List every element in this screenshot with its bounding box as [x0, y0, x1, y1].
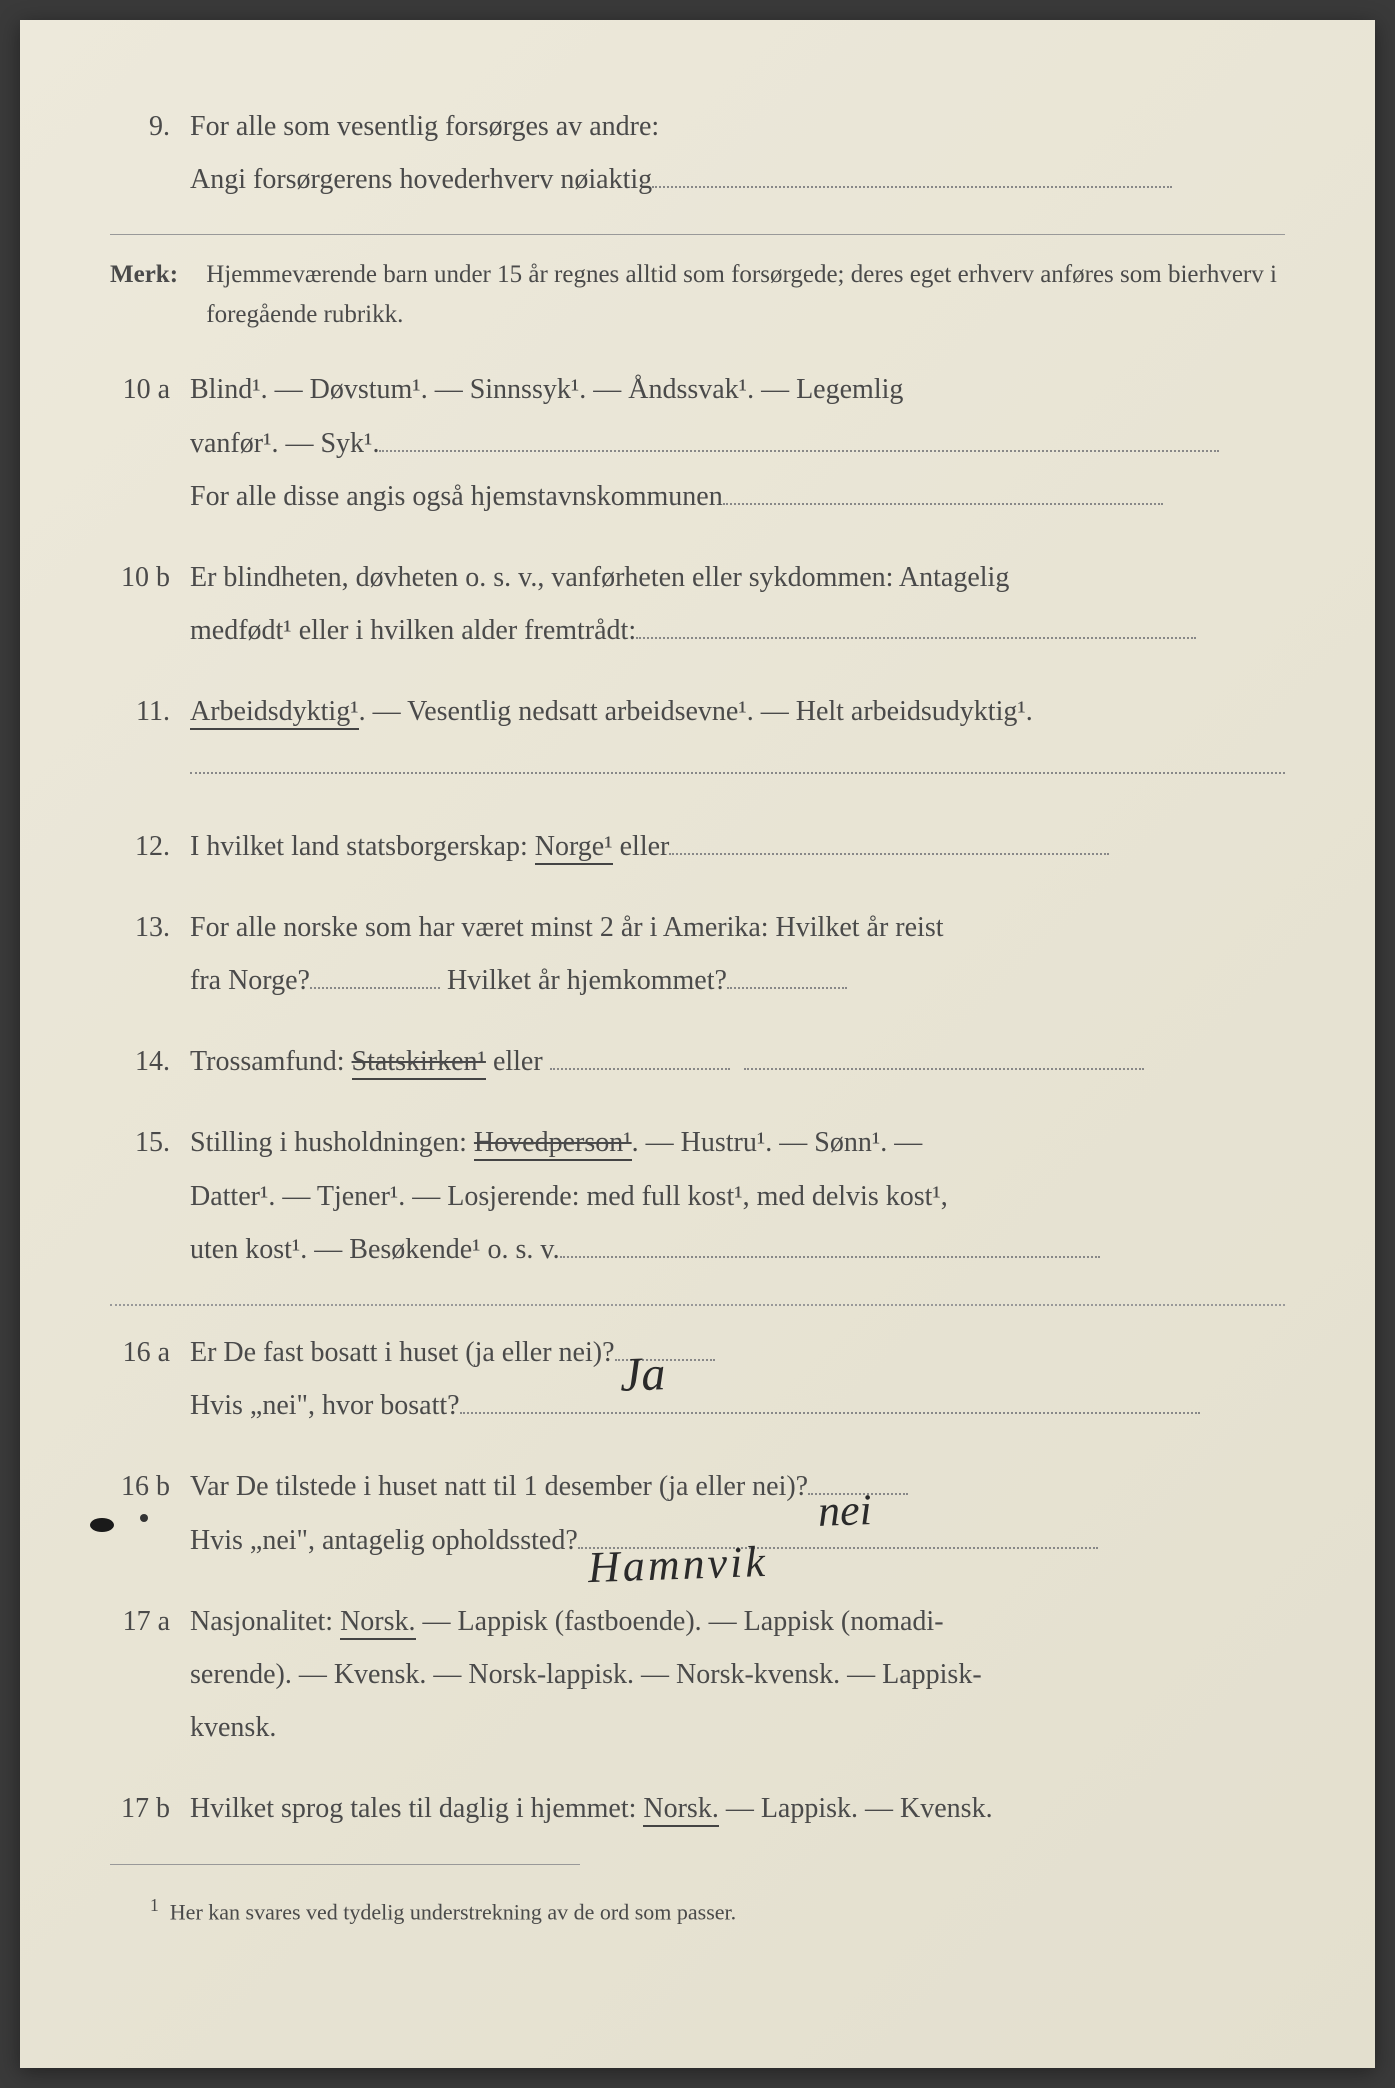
q12-prefix: I hvilket land statsborgerskap:: [190, 831, 535, 862]
ink-blot-icon: [90, 1518, 114, 1532]
q16a-q2: Hvis „nei", hvor bosatt?: [190, 1390, 460, 1421]
q11-rest: . — Vesentlig nedsatt arbeidsevne¹. — He…: [359, 696, 1033, 727]
q13-number: 13.: [110, 901, 170, 954]
q9-line2: Angi forsørgerens hovederhverv nøiaktig: [190, 164, 652, 195]
q17a-selected: Norsk.: [340, 1606, 415, 1640]
q16a-answer1: Ja: [618, 1328, 666, 1421]
q17b-prefix: Hvilket sprog tales til daglig i hjemmet…: [190, 1793, 643, 1824]
q17a-number: 17 a: [110, 1595, 170, 1648]
q16b-answer1: nei: [817, 1468, 874, 1553]
q10a-line1: Blind¹. — Døvstum¹. — Sinnssyk¹. — Åndss…: [190, 374, 903, 405]
census-form-page: 9. For alle som vesentlig forsørges av a…: [20, 20, 1375, 2068]
q16a-q1: Er De fast bosatt i huset (ja eller nei)…: [190, 1337, 615, 1368]
question-14: 14. Trossamfund: Statskirken¹ eller: [110, 1035, 1285, 1088]
q16b-q1: Var De tilstede i huset natt til 1 desem…: [190, 1471, 808, 1502]
q15-blank[interactable]: [560, 1256, 1100, 1258]
footnote-marker: 1: [150, 1895, 159, 1915]
question-16a: 16 a Er De fast bosatt i huset (ja eller…: [110, 1326, 1285, 1432]
question-16b: 16 b Var De tilstede i huset natt til 1 …: [110, 1460, 1285, 1566]
merk-note: Merk: Hjemmeværende barn under 15 år reg…: [110, 255, 1285, 335]
q17b-number: 17 b: [110, 1782, 170, 1835]
q14-number: 14.: [110, 1035, 170, 1088]
q13-line2b: Hvilket år hjemkommet?: [440, 965, 727, 996]
q12-number: 12.: [110, 820, 170, 873]
question-10a: 10 a Blind¹. — Døvstum¹. — Sinnssyk¹. — …: [110, 363, 1285, 523]
merk-label: Merk:: [110, 255, 200, 295]
q17a-prefix: Nasjonalitet:: [190, 1606, 340, 1637]
q11-selected: Arbeidsdyktig¹: [190, 696, 359, 730]
q10a-number: 10 a: [110, 363, 170, 416]
q10b-line2: medfødt¹ eller i hvilken alder fremtrådt…: [190, 615, 636, 646]
q13-line1: For alle norske som har været minst 2 år…: [190, 912, 944, 943]
q16a-number: 16 a: [110, 1326, 170, 1379]
question-9: 9. For alle som vesentlig forsørges av a…: [110, 100, 1285, 206]
ink-dot-icon: [140, 1514, 148, 1522]
q14-blank1[interactable]: [550, 1068, 730, 1070]
q11-number: 11.: [110, 685, 170, 738]
q15-selected-struck: Hovedperson¹: [474, 1127, 632, 1161]
q14-blank2[interactable]: [744, 1068, 1144, 1070]
q14-prefix: Trossamfund:: [190, 1046, 352, 1077]
question-10b: 10 b Er blindheten, døvheten o. s. v., v…: [110, 551, 1285, 657]
q9-line1: For alle som vesentlig forsørges av andr…: [190, 111, 659, 142]
q12-blank[interactable]: [669, 853, 1109, 855]
question-13: 13. For alle norske som har været minst …: [110, 901, 1285, 1007]
q16b-answer1-line[interactable]: nei: [808, 1493, 908, 1495]
merk-text: Hjemmeværende barn under 15 år regnes al…: [206, 255, 1281, 335]
q12-selected: Norge¹: [535, 831, 613, 865]
q17a-line2: serende). — Kvensk. — Norsk-lappisk. — N…: [190, 1659, 982, 1690]
footnote-divider: [110, 1864, 580, 1865]
q16a-answer1-line[interactable]: Ja: [615, 1359, 715, 1361]
footnote-text: Her kan svares ved tydelig understreknin…: [170, 1899, 736, 1924]
q16b-answer2-line[interactable]: Hamnvik: [578, 1547, 1098, 1549]
q10a-line3: For alle disse angis også hjemstavnskomm…: [190, 481, 723, 512]
q10b-blank[interactable]: [636, 637, 1196, 639]
question-11: 11. Arbeidsdyktig¹. — Vesentlig nedsatt …: [110, 685, 1285, 791]
q17b-rest: — Lappisk. — Kvensk.: [719, 1793, 993, 1824]
question-17b: 17 b Hvilket sprog tales til daglig i hj…: [110, 1782, 1285, 1835]
q17a-line3: kvensk.: [190, 1712, 276, 1743]
question-17a: 17 a Nasjonalitet: Norsk. — Lappisk (fas…: [110, 1595, 1285, 1755]
q13-blank2[interactable]: [727, 987, 847, 989]
divider-1: [110, 234, 1285, 235]
q15-line2: Datter¹. — Tjener¹. — Losjerende: med fu…: [190, 1181, 948, 1212]
q9-number: 9.: [110, 100, 170, 153]
q13-line2a: fra Norge?: [190, 965, 310, 996]
q16b-number: 16 b: [110, 1460, 170, 1513]
q9-blank[interactable]: [652, 186, 1172, 188]
q14-selected-struck: Statskirken¹: [352, 1046, 486, 1080]
q17b-selected: Norsk.: [643, 1793, 718, 1827]
q15-rest1: . — Hustru¹. — Sønn¹. —: [632, 1127, 923, 1158]
q15-line3: uten kost¹. — Besøkende¹ o. s. v.: [190, 1234, 560, 1265]
question-12: 12. I hvilket land statsborgerskap: Norg…: [110, 820, 1285, 873]
q12-suffix: eller: [613, 831, 670, 862]
q10a-blank1[interactable]: [379, 450, 1219, 452]
q10a-line2: vanfør¹. — Syk¹.: [190, 428, 379, 459]
q14-suffix: eller: [486, 1046, 550, 1077]
q10b-line1: Er blindheten, døvheten o. s. v., vanfør…: [190, 562, 1009, 593]
q10b-number: 10 b: [110, 551, 170, 604]
q16a-blank2[interactable]: [460, 1412, 1200, 1414]
q15-number: 15.: [110, 1116, 170, 1169]
q17a-rest1: — Lappisk (fastboende). — Lappisk (nomad…: [416, 1606, 944, 1637]
q16b-q2: Hvis „nei", antagelig opholdssted?: [190, 1525, 578, 1556]
divider-2: [110, 1304, 1285, 1306]
footnote: 1 Her kan svares ved tydelig understrekn…: [110, 1895, 1285, 1925]
question-15: 15. Stilling i husholdningen: Hovedperso…: [110, 1116, 1285, 1276]
q15-prefix: Stilling i husholdningen:: [190, 1127, 474, 1158]
q10a-blank2[interactable]: [723, 503, 1163, 505]
q11-blank[interactable]: [190, 772, 1285, 774]
q13-blank1[interactable]: [310, 987, 440, 989]
